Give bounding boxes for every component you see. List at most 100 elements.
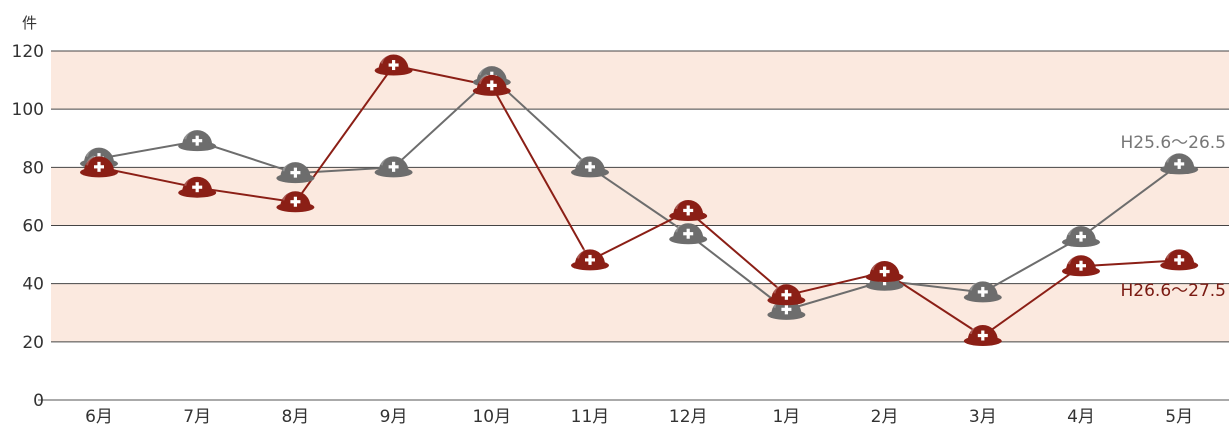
x-tick-label: 4月 <box>1067 407 1095 425</box>
helmet-brim <box>669 234 708 245</box>
helmet-icon <box>767 283 806 306</box>
x-tick-label: 5月 <box>1165 407 1193 425</box>
y-tick-label: 100 <box>12 100 44 120</box>
cross-icon-horizontal <box>192 139 203 143</box>
helmet-shine <box>1068 225 1077 236</box>
cross-icon-horizontal <box>683 232 694 236</box>
cross-icon-horizontal <box>781 293 792 297</box>
y-tick-label: 80 <box>22 158 44 178</box>
background-bands <box>51 51 1229 342</box>
helmet-icon <box>669 199 708 221</box>
helmet-brim <box>865 272 904 283</box>
y-tick-label: 20 <box>22 333 44 353</box>
helmet-shine <box>1068 254 1077 265</box>
helmet-icon <box>374 53 413 76</box>
helmet-brim <box>571 167 609 178</box>
series-markers <box>80 53 1199 347</box>
helmet-brim <box>571 260 609 271</box>
helmet-shine <box>184 175 193 186</box>
helmet-shine <box>577 248 586 259</box>
x-tick-label: 9月 <box>380 407 408 425</box>
helmet-brim <box>865 280 904 291</box>
helmet-brim <box>374 167 413 178</box>
x-tick-label: 12月 <box>669 407 708 425</box>
x-tick-label: 2月 <box>871 407 899 425</box>
helmet-icon <box>865 260 904 283</box>
helmet-shine <box>675 199 684 210</box>
x-tick-label: 1月 <box>772 407 800 425</box>
helmet-icon <box>1160 248 1199 271</box>
cross-icon-horizontal <box>290 200 301 204</box>
helmet-shine <box>478 73 488 85</box>
helmet-shine <box>1166 248 1175 259</box>
x-tick-label: 10月 <box>472 407 511 425</box>
series-line-2 <box>98 64 1180 338</box>
helmet-shine <box>577 155 586 166</box>
helmet-icon <box>276 161 315 184</box>
helmet-brim <box>767 309 806 320</box>
series-labels: H25.6～26.5 H26.6～27.5 <box>1121 133 1227 301</box>
x-tick-label: 8月 <box>281 407 309 425</box>
background-band <box>51 283 1229 342</box>
x-tick-labels: 6月 7月 8月 9月 10月 11月 12月 1月 2月 3月 4月 5月 <box>85 407 1193 425</box>
cross-icon-horizontal <box>781 307 792 311</box>
helmet-shine <box>478 65 488 76</box>
x-tick-label: 3月 <box>969 407 997 425</box>
series-label-1: H25.6～26.5 <box>1121 133 1227 153</box>
helmet-shine <box>380 53 390 64</box>
cross-icon-horizontal <box>585 258 595 262</box>
helmet-icon <box>571 155 609 178</box>
cross-icon-horizontal <box>388 63 399 67</box>
helmet-shine <box>282 161 291 172</box>
helmet-brim <box>80 167 118 178</box>
helmet-shine <box>773 283 782 294</box>
helmet-shine <box>86 146 95 157</box>
y-axis-unit: 件 <box>22 14 37 32</box>
helmet-shine <box>380 155 390 166</box>
helmet-brim <box>276 202 315 213</box>
cross-icon-horizontal <box>94 165 104 169</box>
y-tick-label: 40 <box>22 275 44 295</box>
helmet-brim <box>1160 260 1199 271</box>
helmet-shine <box>969 280 979 291</box>
helmet-shine <box>86 155 95 166</box>
x-tick-label: 6月 <box>85 407 113 425</box>
series-label-2: H26.6～27.5 <box>1121 281 1227 301</box>
helmet-icon <box>963 280 1002 303</box>
series-line-1 <box>98 75 1180 311</box>
helmet-brim <box>963 292 1002 303</box>
y-tick-label: 60 <box>22 217 44 237</box>
y-tick-label: 0 <box>33 391 44 411</box>
helmet-brim <box>472 85 511 96</box>
helmet-icon <box>1160 152 1199 175</box>
helmet-icon <box>80 155 118 178</box>
cross-icon-horizontal <box>977 290 988 294</box>
series-lines <box>98 64 1180 338</box>
y-tick-labels: 0 20 40 60 80 100 120 <box>12 42 44 411</box>
helmet-brim <box>374 65 413 76</box>
cross-icon-horizontal <box>585 165 595 169</box>
gridlines <box>38 50 1229 401</box>
helmet-brim <box>669 210 708 221</box>
cross-icon-horizontal <box>1174 162 1185 166</box>
helmet-icon <box>374 155 413 178</box>
helmet-icon <box>571 248 609 271</box>
helmet-icon <box>1062 254 1100 277</box>
cross-icon-horizontal <box>683 208 694 213</box>
cross-icon-horizontal <box>1076 264 1086 268</box>
helmet-icon <box>669 222 708 245</box>
helmet-icon <box>1062 225 1100 248</box>
helmet-brim <box>178 187 217 198</box>
cross-icon-horizontal <box>1174 258 1185 262</box>
helmet-shine <box>1166 152 1175 163</box>
y-tick-label: 120 <box>12 42 44 62</box>
helmet-brim <box>767 295 806 306</box>
helmet-icon <box>178 129 217 152</box>
cross-icon-horizontal <box>486 83 497 87</box>
helmet-brim <box>276 173 315 184</box>
helmet-brim <box>178 141 217 152</box>
cross-icon-horizontal <box>977 333 988 338</box>
helmet-shine <box>282 190 291 201</box>
helmet-icon <box>472 73 511 96</box>
